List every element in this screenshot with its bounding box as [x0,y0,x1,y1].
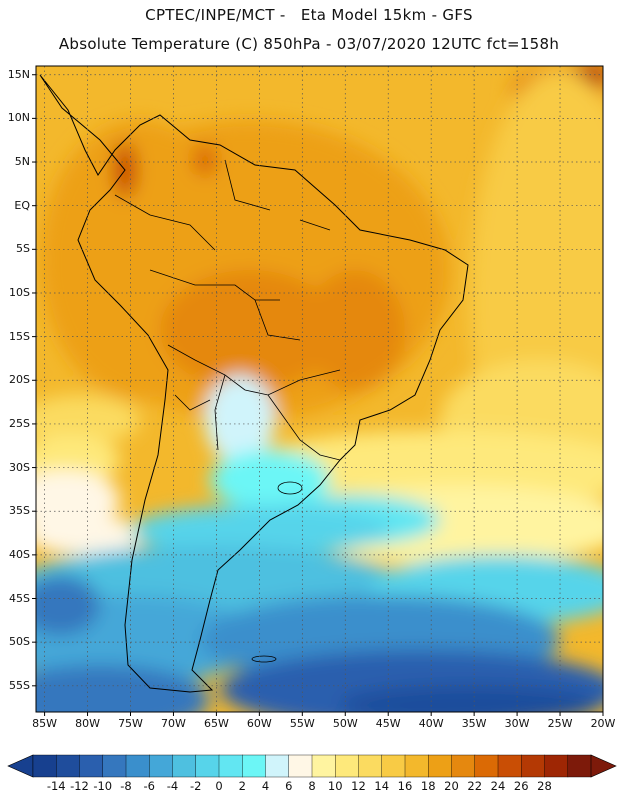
lon-tick-label: 50W [332,717,358,730]
colorbar-swatch [381,754,406,778]
colorbar-swatch [32,754,57,778]
colorbar-swatch [149,754,173,778]
lat-tick-label: 30S [9,460,30,474]
colorbar-swatch [242,754,266,778]
temperature-field [36,66,603,712]
country-borders [114,159,341,461]
colorbar-over-arrow [590,754,617,778]
colorbar-tick-label: 28 [537,779,552,793]
colorbar-tick-label: -2 [190,779,202,793]
lon-tick-label: 75W [118,717,143,730]
lat-tick-label: 5N [14,155,30,169]
lat-tick-label: EQ [14,198,30,212]
colorbar-tick-label: -10 [93,779,113,793]
lat-tick-label: 5S [16,242,30,256]
colorbar-tick-label: -14 [46,779,66,793]
gridlines [36,66,604,712]
colorbar-swatch [172,754,197,778]
lon-tick-label: 30W [504,717,530,730]
coastline [39,74,469,693]
colorbar-swatch [544,754,569,778]
colorbar-tick-label: 18 [420,779,436,793]
colorbar-swatch [56,754,80,778]
colorbar-tick-label: 10 [327,779,343,793]
colorbar-swatch [451,754,476,778]
chart-title-line1: CPTEC/INPE/MCT - Eta Model 15km - GFS [145,6,473,24]
colorbar-swatch [125,754,150,778]
colorbar-swatch [521,754,545,778]
colorbar-under-arrow [7,754,34,778]
lon-tick-label: 35W [461,717,487,730]
chart-title-line2: Absolute Temperature (C) 850hPa - 03/07/… [58,35,560,53]
colorbar-swatch [404,754,429,778]
colorbar-tick-label: 20 [444,779,459,793]
lon-tick-label: 20W [590,717,616,730]
lon-tick-label: 65W [203,717,229,730]
colorbar-swatch [265,754,290,778]
lon-tick-label: 55W [289,717,315,730]
lon-tick-label: 85W [32,717,58,730]
colorbar-swatch [195,754,220,778]
colorbar-tick-label: 6 [285,779,293,793]
colorbar-tick-label: -6 [143,779,155,793]
colorbar-swatch [79,754,104,778]
lat-tick-label: 25S [9,416,30,430]
lat-tick-label: 50S [9,635,30,649]
lon-tick-label: 80W [75,717,100,730]
lat-tick-label: 15S [9,329,30,343]
colorbar-tick-label: 2 [238,779,246,793]
colorbar-tick-label: 12 [351,779,366,793]
colorbar-swatch [311,754,336,778]
colorbar-tick-label: -12 [70,779,89,793]
lon-tick-label: 60W [246,717,272,730]
colorbar-swatch [218,754,243,778]
lat-tick-label: 20S [9,373,30,387]
colorbar-swatch [497,754,522,778]
colorbar-tick-label: -8 [120,779,132,793]
lat-tick-label: 55S [9,678,30,692]
colorbar-tick-label: 8 [308,779,316,793]
colorbar-tick-label: 26 [513,779,529,793]
lon-tick-label: 25W [547,717,573,730]
lat-tick-label: 10N [7,111,30,125]
lat-tick-label: 35S [9,504,30,518]
colorbar-tick-label: 24 [490,779,506,793]
colorbar-swatch [102,754,127,778]
colorbar-tick-label: -4 [166,779,179,793]
lon-tick-label: 45W [375,717,401,730]
lon-tick-label: 40W [418,717,444,730]
colorbar-tick-label: 16 [397,779,413,793]
lat-tick-label: 45S [9,591,30,605]
axis-ticks [32,74,604,716]
colorbar-swatch [428,754,452,778]
colorbar-swatch [358,754,383,778]
colorbar-swatch [288,754,313,778]
colorbar-tick-label: 4 [261,779,270,793]
colorbar [7,754,617,778]
colorbar-tick-label: 22 [467,779,483,793]
colorbar-swatch [335,754,359,778]
colorbar-tick-label: 14 [374,779,390,793]
lat-tick-label: 40S [9,547,30,561]
lat-tick-label: 10S [9,285,30,299]
colorbar-swatch [474,754,499,778]
colorbar-tick-label: 0 [215,779,223,793]
lon-tick-label: 70W [161,717,186,730]
colorbar-swatch [567,754,592,778]
lat-tick-label: 15N [7,67,30,81]
map-frame [35,65,604,713]
